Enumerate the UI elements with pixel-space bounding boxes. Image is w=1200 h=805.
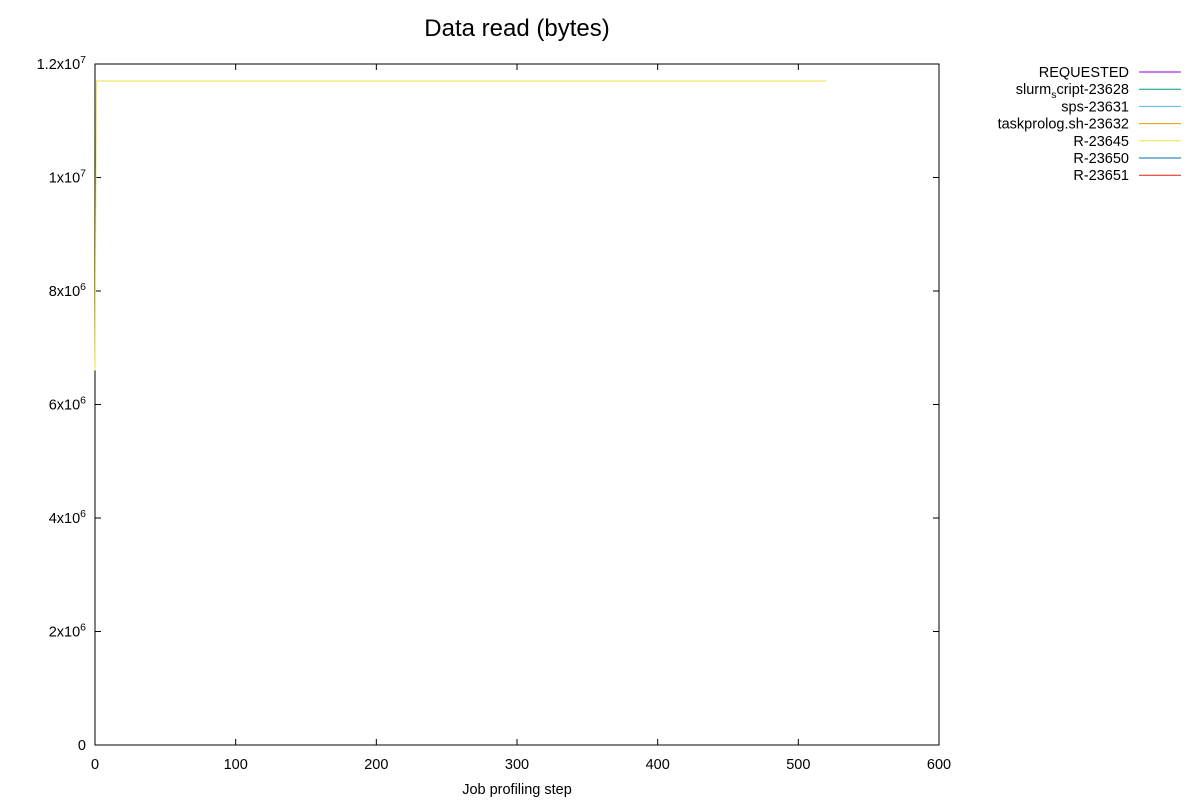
legend-label-part: cript-23628 bbox=[1056, 82, 1129, 98]
legend-label-part: R-23650 bbox=[1073, 151, 1129, 167]
y-tick-exponent: 6 bbox=[80, 281, 86, 293]
legend-label-6: R-23651 bbox=[1073, 168, 1129, 184]
plot-frame bbox=[94, 63, 940, 746]
x-tick-label: 400 bbox=[646, 757, 670, 773]
series-line-4 bbox=[94, 80, 827, 371]
y-tick-label: 1x107 bbox=[49, 168, 86, 187]
y-tick-label: 8x106 bbox=[49, 281, 86, 300]
y-tick-exponent: 6 bbox=[80, 395, 86, 407]
y-tick-mantissa: 8x10 bbox=[49, 284, 80, 300]
x-tick-label: 600 bbox=[927, 757, 951, 773]
chart-title: Data read (bytes) bbox=[424, 15, 609, 42]
legend-label-2: sps-23631 bbox=[1061, 99, 1129, 115]
legend-label-3: taskprolog.sh-23632 bbox=[998, 117, 1129, 133]
plot-area: 0 100 200 300 400 500 60002x1064x1066x1068x106… bbox=[37, 54, 951, 773]
y-tick-mantissa: 0 bbox=[78, 738, 86, 754]
y-tick-mantissa: 1.2x10 bbox=[37, 57, 81, 73]
legend-label-part: sps-23631 bbox=[1061, 99, 1129, 115]
y-tick-label: 2x106 bbox=[49, 622, 86, 641]
x-tick-label: 200 bbox=[364, 757, 388, 773]
legend-label-part: R-23645 bbox=[1073, 134, 1129, 150]
y-tick-exponent: 6 bbox=[80, 622, 86, 634]
y-tick-mantissa: 1x10 bbox=[49, 171, 80, 187]
legend-label-5: R-23650 bbox=[1073, 151, 1129, 167]
x-tick-label: 100 bbox=[224, 757, 248, 773]
legend-label-0: REQUESTED bbox=[1039, 65, 1129, 81]
legend-label-part: slurm bbox=[1016, 82, 1051, 98]
y-tick-exponent: 7 bbox=[80, 54, 86, 66]
legend-label-part: taskprolog.sh-23632 bbox=[998, 117, 1129, 133]
y-tick-exponent: 7 bbox=[80, 168, 86, 180]
y-tick-label: 1.2x107 bbox=[37, 54, 87, 73]
legend-label-part: REQUESTED bbox=[1039, 65, 1129, 81]
y-tick-label: 6x106 bbox=[49, 395, 86, 414]
y-tick-label: 0 bbox=[78, 738, 86, 754]
y-tick-mantissa: 2x10 bbox=[49, 625, 80, 641]
y-tick-mantissa: 4x10 bbox=[49, 511, 80, 527]
x-tick-label: 500 bbox=[786, 757, 810, 773]
y-tick-exponent: 6 bbox=[80, 508, 86, 520]
y-tick-mantissa: 6x10 bbox=[49, 398, 80, 414]
x-tick-label: 0 bbox=[91, 757, 99, 773]
legend-label-part: R-23651 bbox=[1073, 168, 1129, 184]
y-tick-label: 4x106 bbox=[49, 508, 86, 527]
x-axis-label: Job profiling step bbox=[462, 782, 572, 798]
legend-label-1: slurmscript-23628 bbox=[1016, 82, 1129, 101]
legend-label-4: R-23645 bbox=[1073, 134, 1129, 150]
x-tick-label: 300 bbox=[505, 757, 529, 773]
legend-label-part: s bbox=[1051, 89, 1056, 101]
